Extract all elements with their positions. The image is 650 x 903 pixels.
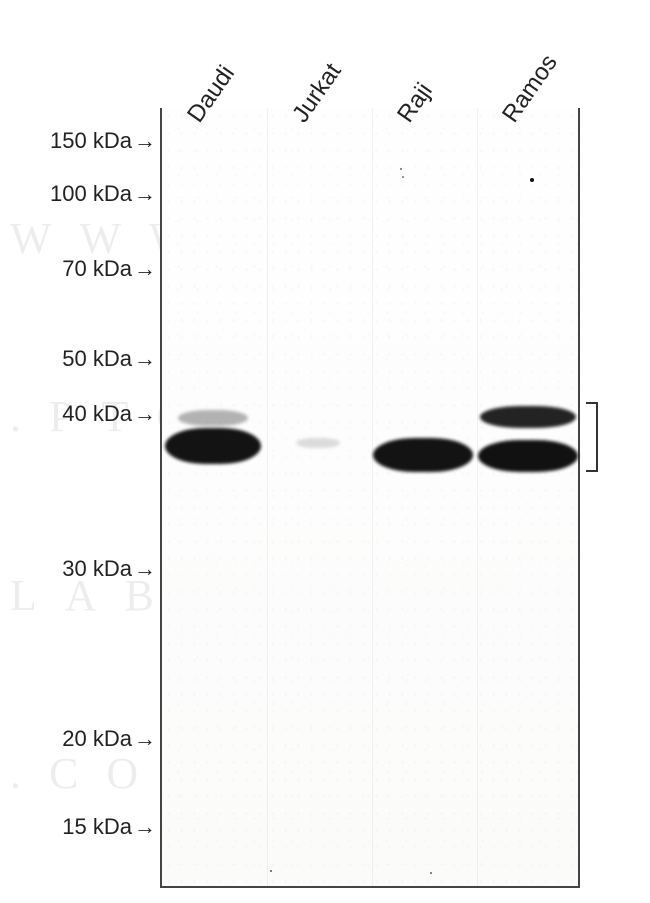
- artifact-speck: [270, 870, 272, 872]
- marker-text: 20 kDa: [62, 726, 132, 751]
- marker-text: 40 kDa: [62, 401, 132, 426]
- lane-separator: [267, 108, 268, 886]
- marker-text: 50 kDa: [62, 346, 132, 371]
- marker-text: 70 kDa: [62, 256, 132, 281]
- arrow-icon: →: [134, 346, 156, 372]
- marker-label: 70 kDa→: [62, 256, 156, 282]
- western-blot-figure: WWW .PTG LAB .COM DaudiJurkatRajiRamos 1…: [0, 0, 650, 903]
- protein-band: [373, 438, 473, 472]
- artifact-speck: [530, 178, 534, 182]
- watermark-line: .COM: [10, 763, 130, 785]
- marker-label: 30 kDa→: [62, 556, 156, 582]
- arrow-icon: →: [134, 401, 156, 427]
- arrow-icon: →: [134, 256, 156, 282]
- marker-label: 20 kDa→: [62, 726, 156, 752]
- membrane-noise: [162, 108, 578, 886]
- protein-band: [478, 440, 578, 472]
- marker-text: 150 kDa: [50, 128, 132, 153]
- watermark-line: LAB: [10, 585, 130, 607]
- blot-membrane: [160, 108, 580, 888]
- marker-label: 50 kDa→: [62, 346, 156, 372]
- marker-label: 150 kDa→: [50, 128, 156, 154]
- arrow-icon: →: [134, 726, 156, 752]
- lane-separator: [477, 108, 478, 886]
- artifact-speck: [402, 176, 404, 178]
- marker-text: 30 kDa: [62, 556, 132, 581]
- protein-band: [480, 406, 576, 428]
- lane-separator: [372, 108, 373, 886]
- arrow-icon: →: [134, 181, 156, 207]
- arrow-icon: →: [134, 814, 156, 840]
- watermark-line: WWW: [10, 228, 130, 250]
- marker-label: 40 kDa→: [62, 401, 156, 427]
- protein-band: [165, 428, 261, 464]
- marker-label: 15 kDa→: [62, 814, 156, 840]
- marker-label: 100 kDa→: [50, 181, 156, 207]
- marker-text: 100 kDa: [50, 181, 132, 206]
- marker-text: 15 kDa: [62, 814, 132, 839]
- arrow-icon: →: [134, 556, 156, 582]
- protein-band: [296, 438, 340, 448]
- artifact-speck: [430, 872, 432, 874]
- arrow-icon: →: [134, 128, 156, 154]
- artifact-speck: [400, 168, 402, 170]
- band-bracket: [586, 402, 598, 472]
- protein-band: [178, 410, 248, 426]
